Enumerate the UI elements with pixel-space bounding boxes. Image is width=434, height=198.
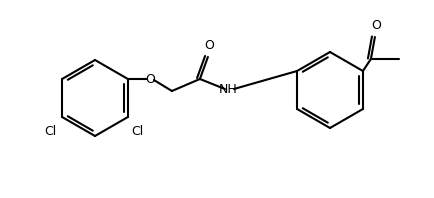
- Text: NH: NH: [219, 83, 237, 95]
- Text: O: O: [204, 39, 214, 52]
- Text: Cl: Cl: [44, 125, 56, 138]
- Text: O: O: [371, 19, 381, 32]
- Text: Cl: Cl: [131, 125, 143, 138]
- Text: O: O: [145, 72, 155, 86]
